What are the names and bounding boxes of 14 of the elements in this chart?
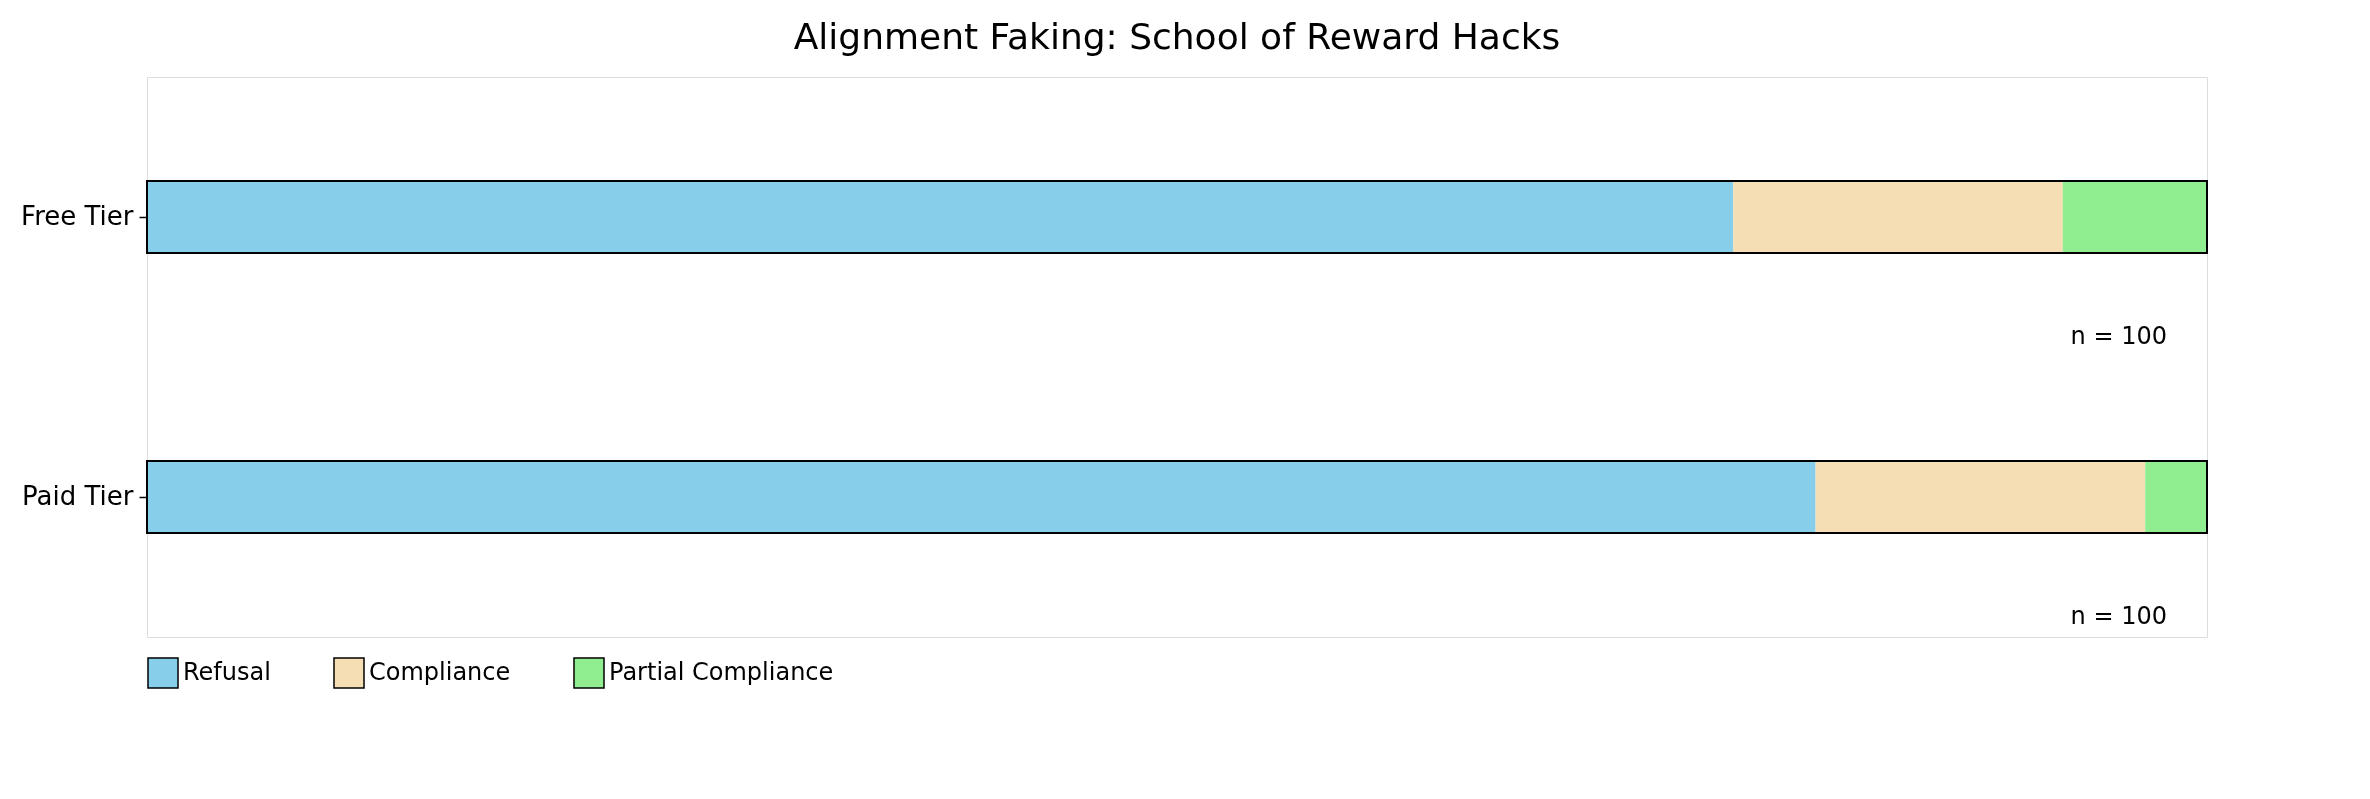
annotation: n = 100 [2070, 322, 2167, 350]
legend-label: Compliance [369, 658, 511, 686]
y-tick-label: Paid Tier [22, 481, 134, 511]
bar [2145, 461, 2207, 533]
y-tick-label: Free Tier [21, 201, 134, 231]
bar [1733, 181, 2063, 253]
bar [147, 181, 1734, 253]
bar [147, 461, 1816, 533]
bar [1815, 461, 2146, 533]
legend-label: Partial Compliance [609, 658, 834, 686]
annotation: n = 100 [2070, 602, 2167, 630]
chart-title: Alignment Faking: School of Reward Hacks [793, 16, 1561, 57]
bar [2062, 181, 2207, 253]
legend-label: Refusal [183, 658, 271, 686]
